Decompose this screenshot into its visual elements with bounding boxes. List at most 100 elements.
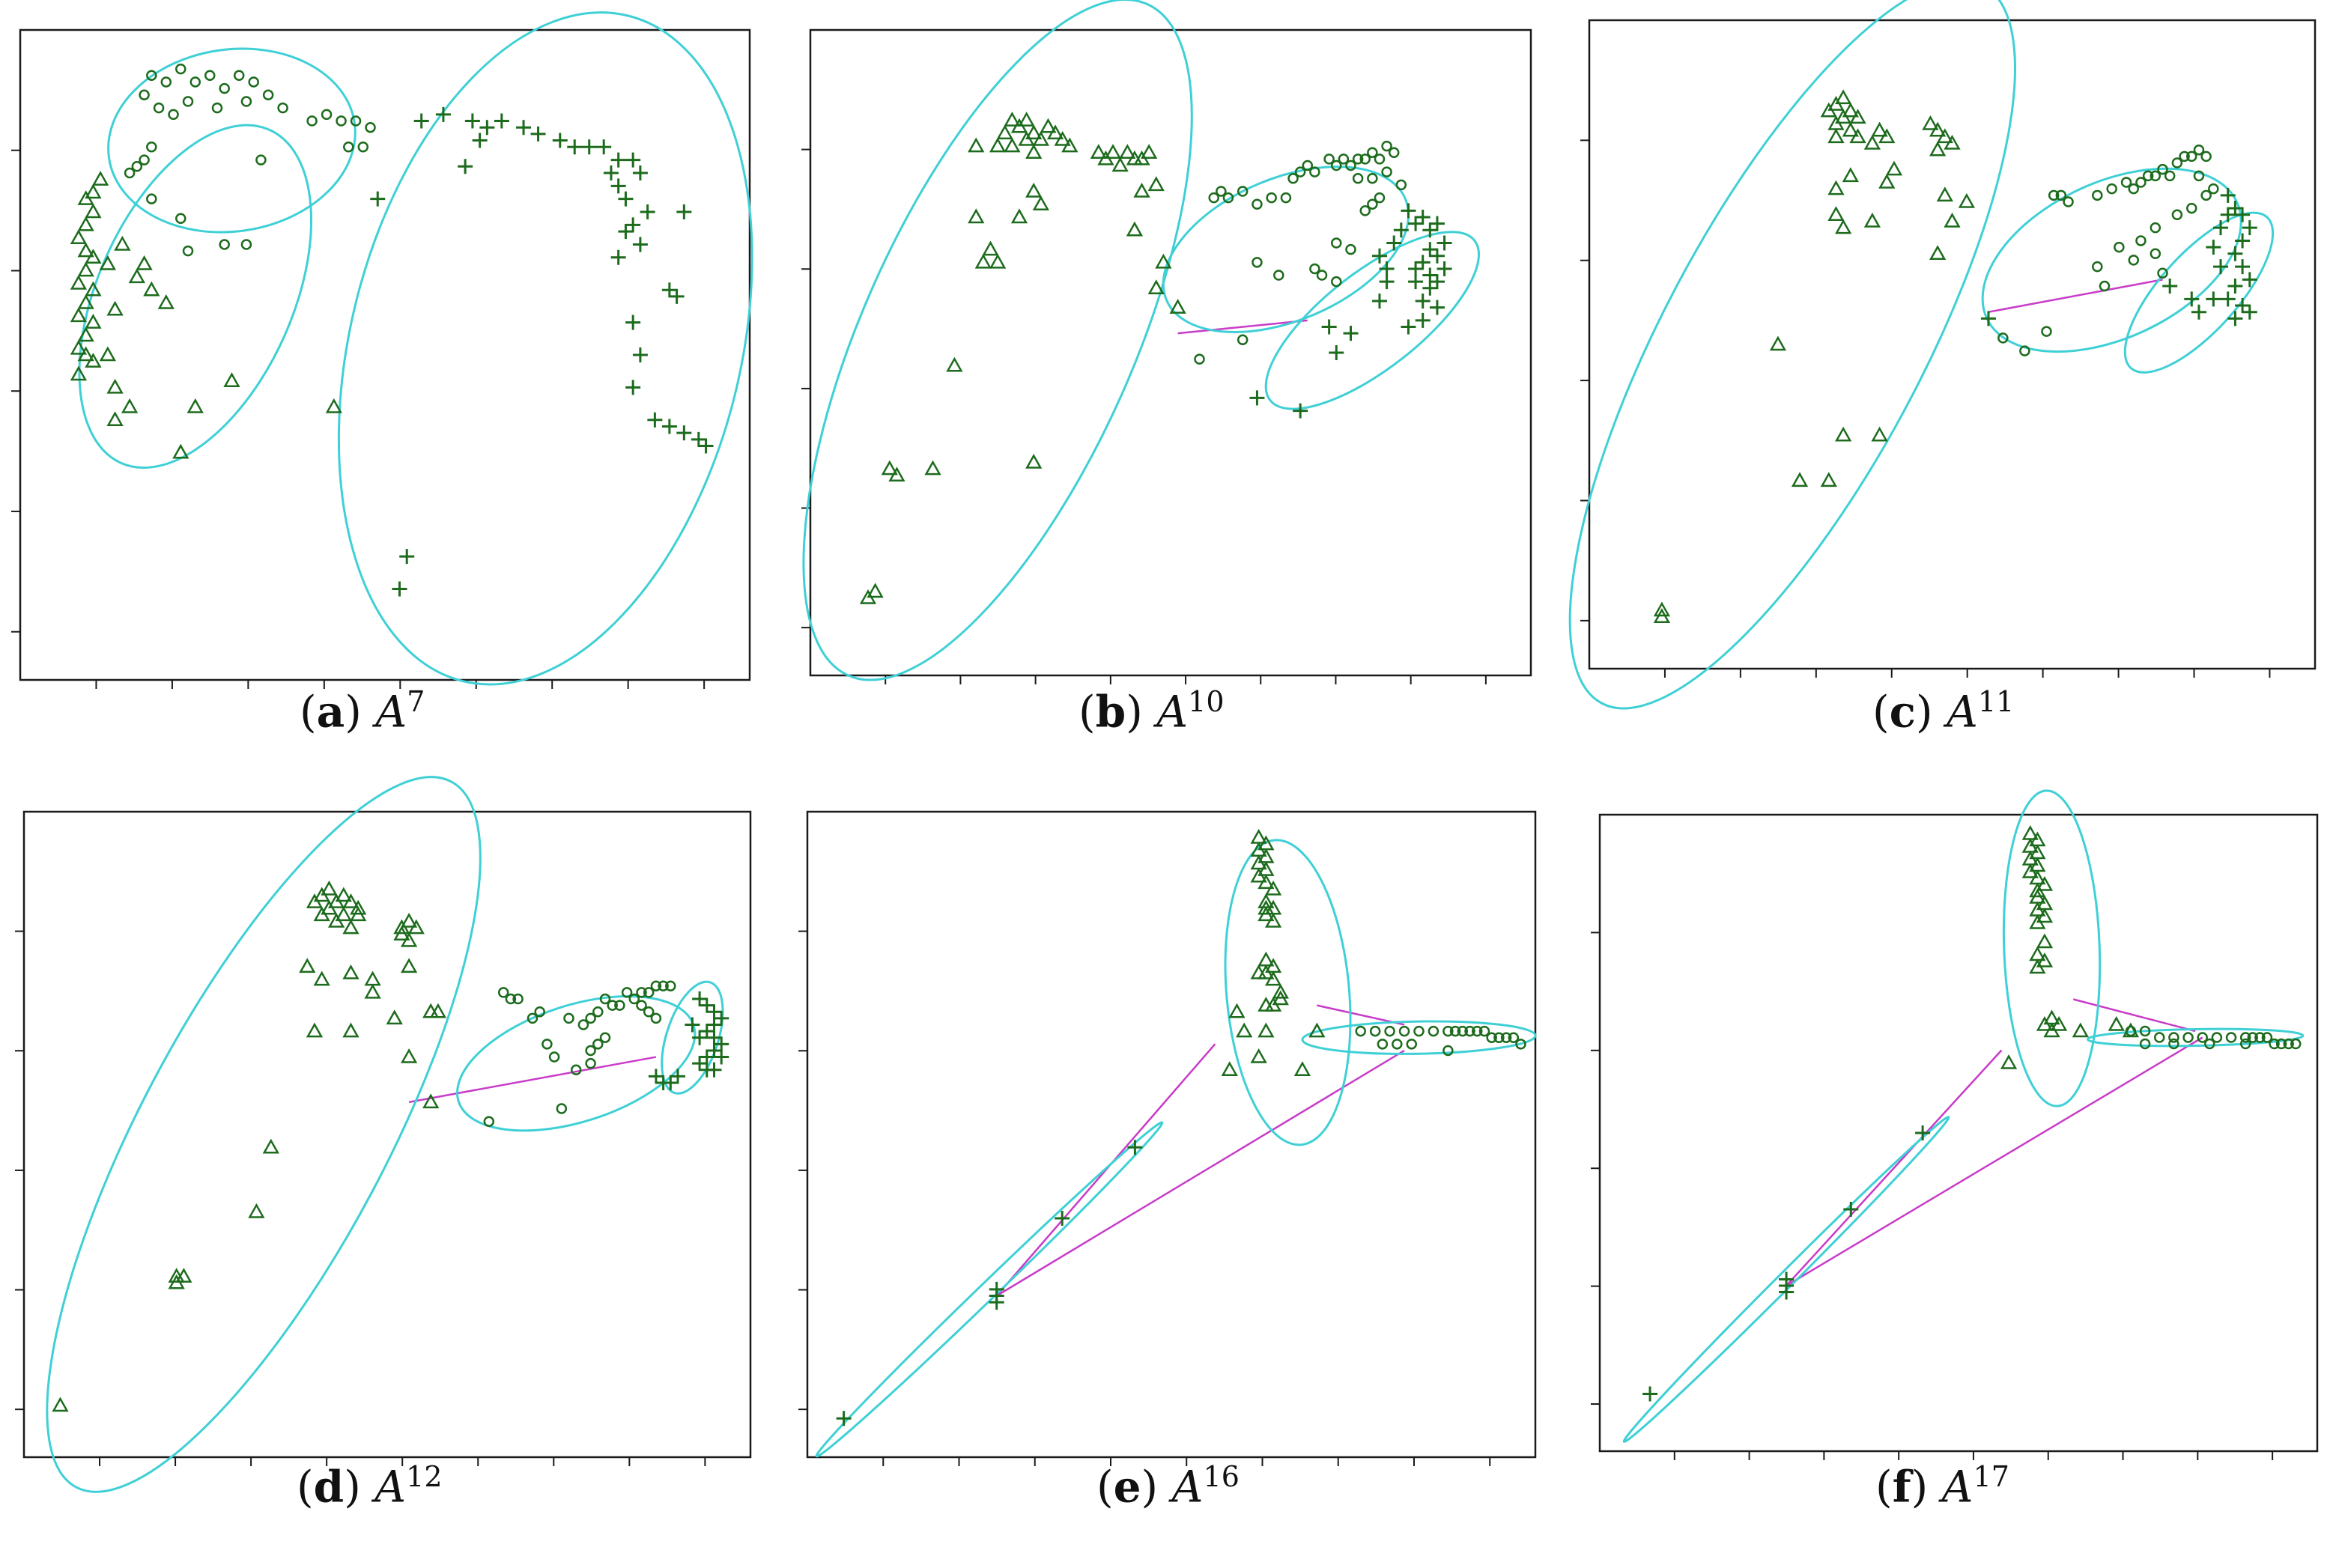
plus-point bbox=[370, 191, 386, 207]
circle-point bbox=[505, 993, 517, 1005]
circle-point bbox=[1515, 1039, 1526, 1050]
plus-point bbox=[1293, 403, 1308, 419]
plus-point bbox=[567, 139, 583, 155]
triangle-point bbox=[974, 253, 992, 269]
plus-point bbox=[1429, 300, 1445, 315]
triangle-point bbox=[299, 958, 316, 973]
plus-point bbox=[1343, 326, 1359, 341]
circle-point bbox=[1374, 192, 1386, 204]
triangle-point bbox=[1147, 176, 1165, 192]
triangle-point bbox=[77, 346, 94, 362]
circle-point bbox=[2128, 183, 2139, 195]
circle-point bbox=[2186, 202, 2197, 214]
caption-variable: A bbox=[1156, 686, 1189, 738]
triangle-point bbox=[1155, 253, 1172, 269]
triangle-point bbox=[2036, 908, 2054, 923]
plus-point bbox=[661, 419, 677, 434]
circle-point bbox=[1367, 173, 1378, 184]
triangle-point bbox=[1835, 426, 1852, 442]
triangle-point bbox=[1272, 983, 1289, 999]
plus-point bbox=[676, 204, 692, 220]
circle-point bbox=[1367, 198, 1378, 210]
triangle-point bbox=[1827, 128, 1845, 144]
circle-point bbox=[131, 161, 143, 172]
circle-point bbox=[1406, 1039, 1418, 1050]
triangle-point bbox=[2029, 914, 2046, 929]
triangle-point bbox=[1032, 195, 1049, 210]
plus-point bbox=[2220, 207, 2236, 222]
plus-point bbox=[2184, 291, 2200, 307]
triangle-point bbox=[1025, 453, 1043, 469]
circle-point bbox=[614, 1000, 625, 1011]
caption-variable: A bbox=[1171, 1461, 1204, 1513]
plus-point bbox=[647, 412, 663, 428]
circle-point bbox=[1345, 243, 1356, 255]
plus-point bbox=[392, 581, 407, 597]
caption-variable: A bbox=[1947, 686, 1978, 738]
plus-point bbox=[479, 120, 495, 136]
plus-point bbox=[494, 113, 509, 129]
triangle-point bbox=[1250, 964, 1267, 979]
circle-point bbox=[240, 239, 252, 250]
triangle-point bbox=[364, 970, 381, 986]
circle-point bbox=[2168, 1032, 2179, 1043]
triangle-point bbox=[1944, 212, 1961, 228]
panel-f bbox=[1591, 789, 2319, 1460]
circle-point bbox=[139, 154, 150, 165]
triangle-point bbox=[335, 906, 352, 922]
circle-point bbox=[1323, 154, 1335, 165]
plus-point bbox=[1127, 1140, 1143, 1155]
circle-point bbox=[219, 239, 230, 250]
triangle-point bbox=[1929, 121, 1947, 137]
triangle-point bbox=[1922, 115, 1939, 130]
plus-point bbox=[1437, 261, 1452, 276]
triangle-point bbox=[1653, 601, 1671, 617]
circle-point bbox=[2247, 1032, 2259, 1043]
circle-point bbox=[1374, 154, 1386, 165]
circle-point bbox=[2168, 1038, 2179, 1050]
cluster-ellipse bbox=[1162, 165, 1410, 334]
circle-point bbox=[175, 63, 186, 75]
circle-point bbox=[1338, 154, 1350, 165]
plus-point bbox=[2220, 291, 2236, 307]
plus-point bbox=[706, 1017, 722, 1033]
triangle-point bbox=[1264, 970, 1282, 986]
circle-point bbox=[1369, 1025, 1381, 1037]
plus-point bbox=[1321, 319, 1337, 335]
circle-point bbox=[2099, 280, 2111, 292]
circle-point bbox=[1331, 276, 1342, 288]
circle-point bbox=[204, 70, 216, 82]
circle-point bbox=[1442, 1045, 1454, 1057]
caption-superscript: 17 bbox=[1973, 1460, 2009, 1493]
circle-point bbox=[1208, 192, 1219, 204]
triangle-point bbox=[968, 137, 985, 153]
triangle-point bbox=[400, 912, 418, 928]
plus-point bbox=[632, 237, 648, 252]
triangle-point bbox=[85, 249, 102, 264]
triangle-point bbox=[313, 906, 330, 922]
triangle-point bbox=[2029, 882, 2046, 898]
circle-point bbox=[2157, 267, 2168, 279]
triangle-point bbox=[1863, 134, 1881, 150]
panel-caption-e: (e) A16 bbox=[1096, 1460, 1240, 1513]
circle-point bbox=[585, 1045, 596, 1057]
plus-point bbox=[2191, 304, 2206, 320]
plus-point bbox=[1642, 1386, 1658, 1402]
circle-point bbox=[636, 987, 647, 998]
triangle-point bbox=[1272, 990, 1289, 1006]
cluster-connector bbox=[2072, 998, 2196, 1033]
cluster-ellipse bbox=[802, 0, 1193, 681]
plus-point bbox=[2213, 259, 2229, 275]
circle-point bbox=[621, 987, 633, 998]
triangle-point bbox=[1863, 212, 1881, 228]
caption-letter: b bbox=[1095, 686, 1126, 738]
plus-point bbox=[699, 997, 715, 1013]
circle-point bbox=[643, 1006, 655, 1018]
circle-point bbox=[2157, 163, 2168, 175]
triangle-point bbox=[1936, 186, 1953, 202]
plus-point bbox=[1408, 216, 1424, 231]
caption-letter: d bbox=[313, 1461, 345, 1513]
plus-point bbox=[596, 139, 612, 155]
plus-point bbox=[989, 1281, 1004, 1297]
triangle-point bbox=[364, 983, 381, 999]
